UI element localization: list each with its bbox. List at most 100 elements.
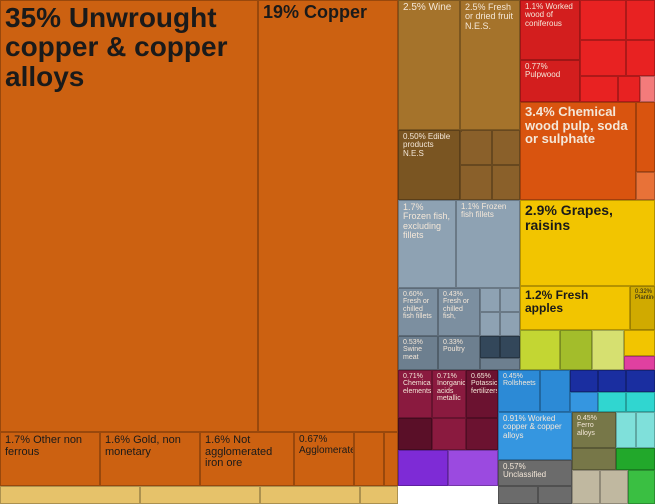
- cell-misc-4: [626, 370, 655, 392]
- cell-meat-c: [480, 358, 520, 370]
- cell-meat-b: [500, 336, 520, 358]
- cell-misc-11: [616, 448, 655, 470]
- cell-misc-10: [572, 448, 616, 470]
- cell-misc-8: [616, 412, 636, 448]
- cell-edible-products: 0.50% Edible products N.E.S: [398, 130, 460, 200]
- cell-food-d: [492, 165, 520, 200]
- cell-chem-d: [398, 450, 448, 486]
- cell-misc-3: [598, 370, 626, 392]
- cell-label: 0.57% Unclassified: [499, 461, 571, 485]
- cell-chem-a: [398, 418, 432, 450]
- cell-chilled-fish: 0.43% Fresh or chilled fish,: [438, 288, 480, 336]
- cell-label: 0.67% Agglomerated: [295, 433, 353, 485]
- cell-worked-copper: 0.91% Worked copper & copper alloys: [498, 412, 572, 460]
- cell-label: 0.45% Rollsheets: [499, 371, 539, 411]
- cell-wood-b: [626, 0, 655, 40]
- cell-label: 0.77% Pulpwood: [521, 61, 579, 101]
- cell-wood-d: [626, 40, 655, 76]
- cell-inorganic-acids: 0.71% Inorganic acids metallic: [432, 370, 466, 418]
- cell-strip-2: [140, 486, 260, 504]
- cell-copper: 19% Copper: [258, 0, 398, 432]
- cell-mineral-2: [384, 432, 398, 486]
- cell-misc-6: [598, 392, 626, 412]
- cell-label: 2.5% Wine: [399, 1, 459, 129]
- cell-chemical-wood-pulp: 3.4% Chemical wood pulp, soda or sulphat…: [520, 102, 636, 200]
- cell-ferro-alloys: 0.45% Ferro alloys: [572, 412, 616, 448]
- cell-label: 2.9% Grapes, raisins: [521, 201, 654, 285]
- cell-pulpwood: 0.77% Pulpwood: [520, 60, 580, 102]
- cell-food-b: [492, 130, 520, 165]
- cell-chem-e: [448, 450, 498, 486]
- cell-wine: 2.5% Wine: [398, 0, 460, 130]
- cell-food-e: [460, 130, 462, 132]
- cell-chem-b: [432, 418, 466, 450]
- cell-chem-c: [466, 418, 498, 450]
- cell-label: 1.1% Frozen fish fillets: [457, 201, 519, 287]
- cell-poultry: 0.33% Poultry: [438, 336, 480, 370]
- cell-dried-fruit: 2.5% Fresh or dried fruit N.E.S.: [460, 0, 520, 130]
- cell-chem-elements: 0.71% Chemical elements: [398, 370, 432, 418]
- cell-wood-f: [618, 76, 640, 102]
- cell-fish-a: [480, 288, 500, 312]
- cell-misc-5: [570, 392, 598, 412]
- cell-bottom-a: [498, 486, 538, 504]
- cell-misc-1: [540, 370, 570, 412]
- cell-misc-2: [570, 370, 598, 392]
- cell-worked-wood: 1.1% Worked wood of coniferous: [520, 0, 580, 60]
- cell-label: 0.45% Ferro alloys: [573, 413, 615, 447]
- cell-gold: 1.6% Gold, non monetary: [100, 432, 200, 486]
- cell-food-a: [460, 130, 492, 165]
- cell-chilled-fillets: 0.60% Fresh or chilled fish fillets: [398, 288, 438, 336]
- cell-fruit-c: [592, 330, 624, 370]
- cell-label: 1.7% Frozen fish, excluding fillets: [399, 201, 455, 287]
- cell-strip-3: [260, 486, 360, 504]
- cell-fish-c: [480, 312, 500, 336]
- cell-iron-ore: 1.6% Not agglomerated iron ore: [200, 432, 294, 486]
- cell-label: 1.7% Other non ferrous: [1, 433, 99, 485]
- cell-fruit-e: [624, 356, 655, 370]
- cell-label: 0.32% Planting: [631, 287, 654, 329]
- cell-misc-13: [600, 470, 628, 504]
- cell-label: 0.43% Fresh or chilled fish,: [439, 289, 479, 335]
- cell-other-non-ferrous: 1.7% Other non ferrous: [0, 432, 100, 486]
- cell-fruit-d: [624, 330, 655, 356]
- cell-label: 0.71% Inorganic acids metallic: [433, 371, 465, 417]
- cell-label: 1.1% Worked wood of coniferous: [521, 1, 579, 59]
- cell-misc-7: [626, 392, 655, 412]
- cell-strip-4: [360, 486, 398, 504]
- cell-fruit-b: [560, 330, 592, 370]
- cell-label: 35% Unwrought copper & copper alloys: [1, 1, 257, 431]
- cell-label: 0.71% Chemical elements: [399, 371, 431, 417]
- cell-misc-12: [572, 470, 600, 504]
- cell-swine: 0.53% Swine meat: [398, 336, 438, 370]
- cell-apples: 1.2% Fresh apples: [520, 286, 630, 330]
- cell-label: 3.4% Chemical wood pulp, soda or sulphat…: [521, 103, 635, 199]
- cell-misc-14: [628, 470, 655, 504]
- cell-bottom-b: [538, 486, 572, 504]
- cell-label: 1.6% Not agglomerated iron ore: [201, 433, 293, 485]
- cell-label: 0.53% Swine meat: [399, 337, 437, 369]
- cell-label: 0.65% Potassic fertilizers: [467, 371, 497, 417]
- cell-potassic: 0.65% Potassic fertilizers: [466, 370, 498, 418]
- cell-label: 1.2% Fresh apples: [521, 287, 629, 329]
- cell-frozen-fillets: 1.1% Frozen fish fillets: [456, 200, 520, 288]
- cell-food-c: [460, 165, 492, 200]
- cell-label: 19% Copper: [259, 1, 397, 431]
- cell-strip-1: [0, 486, 140, 504]
- cell-frozen-fish: 1.7% Frozen fish, excluding fillets: [398, 200, 456, 288]
- cell-label: 2.5% Fresh or dried fruit N.E.S.: [461, 1, 519, 129]
- cell-planting: 0.32% Planting: [630, 286, 655, 330]
- cell-fruit-a: [520, 330, 560, 370]
- cell-wood-g: [640, 76, 655, 102]
- cell-meat-a: [480, 336, 500, 358]
- cell-mineral-1: [354, 432, 384, 486]
- cell-wood-e: [580, 76, 618, 102]
- cell-fish-d: [500, 312, 520, 336]
- cell-label: 0.91% Worked copper & copper alloys: [499, 413, 571, 459]
- cell-unwrought-copper: 35% Unwrought copper & copper alloys: [0, 0, 258, 432]
- cell-agglomerated: 0.67% Agglomerated: [294, 432, 354, 486]
- cell-grapes: 2.9% Grapes, raisins: [520, 200, 655, 286]
- cell-unclassified: 0.57% Unclassified: [498, 460, 572, 486]
- cell-label: 0.50% Edible products N.E.S: [399, 131, 459, 199]
- cell-pulp-b: [636, 172, 655, 200]
